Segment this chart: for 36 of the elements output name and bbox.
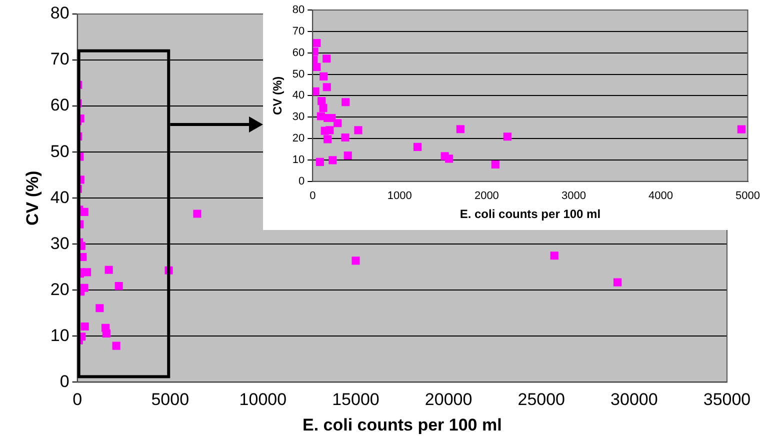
x-tick-label: 15000 [332,390,380,410]
x-tick-label: 4000 [648,190,673,202]
y-axis-title: CV (%) [22,170,42,226]
y-tick-label: 40 [50,188,70,207]
x-tick-label: 3000 [561,190,586,202]
x-tick-label: 35000 [703,390,751,410]
y-tick-label: 30 [292,111,305,124]
x-tick-label: 2000 [474,190,499,202]
x-tick-label: 5000 [151,390,190,410]
y-axis-title: CV (%) [270,76,285,116]
y-tick-label: 0 [298,175,305,188]
y-tick-label: 80 [292,4,305,16]
y-tick-label: 60 [292,46,305,59]
y-tick-label: 20 [292,132,305,145]
x-tick-label: 0 [72,390,82,410]
x-tick-label: 5000 [736,190,760,202]
x-tick-label: 25000 [518,390,566,410]
y-tick-label: 60 [50,96,70,115]
y-tick-label: 30 [50,234,70,253]
y-tick-label: 10 [292,154,305,166]
x-tick-label: 0 [310,190,316,202]
x-axis-title: E. coli counts per 100 ml [460,207,601,222]
x-tick-label: 30000 [610,390,658,410]
x-tick-label: 10000 [239,390,287,410]
y-tick-label: 50 [292,68,305,80]
y-tick-label: 70 [50,50,70,69]
y-tick-label: 20 [50,280,70,299]
y-tick-label: 50 [50,142,70,161]
y-tick-label: 80 [50,4,70,23]
y-tick-label: 40 [292,90,305,102]
y-tick-label: 10 [50,326,70,345]
y-tick-label: 70 [292,25,305,38]
x-tick-label: 20000 [424,390,472,410]
y-tick-label: 0 [60,372,70,391]
x-axis-title: E. coli counts per 100 ml [302,415,502,434]
x-tick-label: 1000 [387,190,412,202]
